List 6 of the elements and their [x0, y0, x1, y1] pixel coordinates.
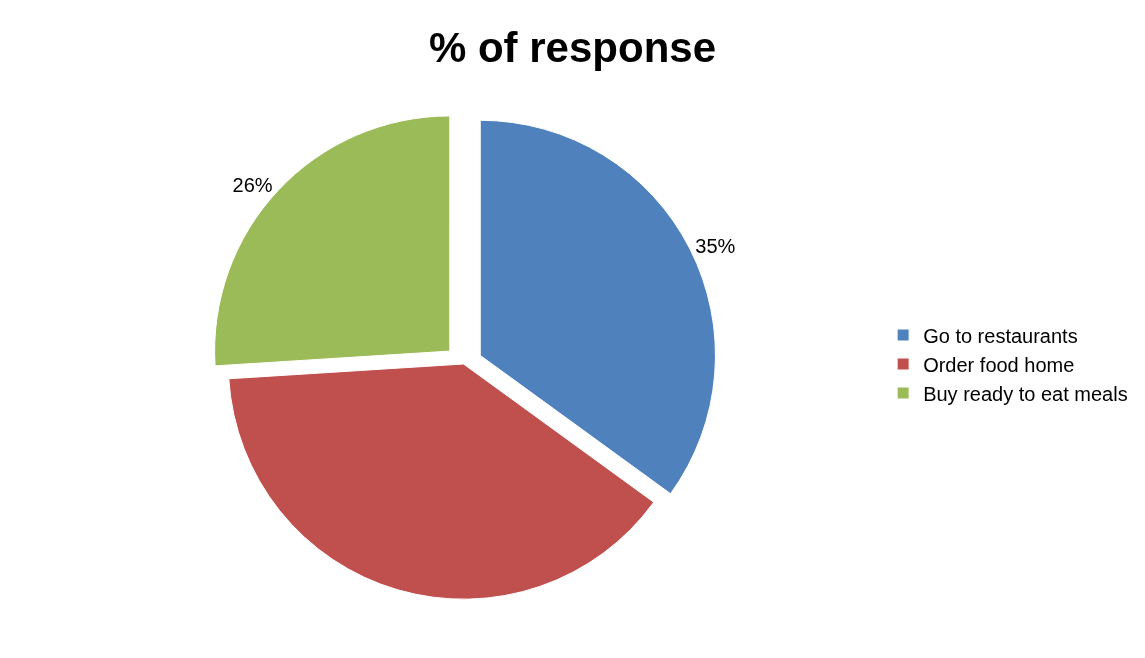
chart-title: % of response: [428, 24, 717, 72]
legend-label: Order food home: [923, 353, 1075, 376]
data-label: 26%: [232, 173, 273, 196]
legend-label: Buy ready to eat meals: [923, 382, 1128, 405]
legend-label: Go to restaurants: [923, 324, 1078, 347]
data-label: 35%: [695, 235, 736, 258]
